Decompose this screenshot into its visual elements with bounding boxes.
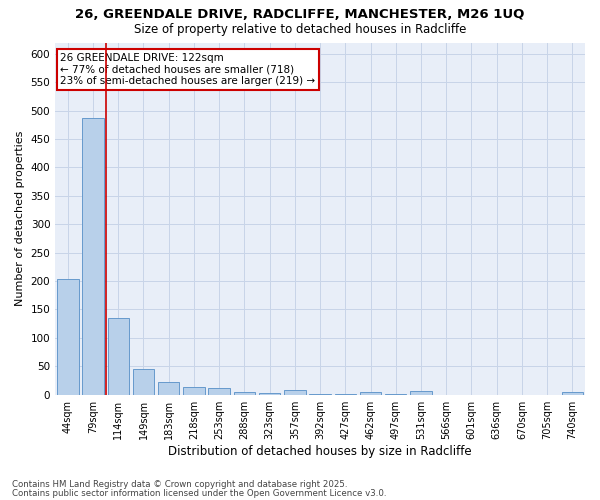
Bar	[133, 368, 154, 394]
Text: 26, GREENDALE DRIVE, RADCLIFFE, MANCHESTER, M26 1UQ: 26, GREENDALE DRIVE, RADCLIFFE, MANCHEST…	[76, 8, 524, 20]
Bar	[562, 392, 583, 394]
Bar	[57, 280, 79, 394]
Bar	[107, 318, 129, 394]
Y-axis label: Number of detached properties: Number of detached properties	[15, 131, 25, 306]
Bar	[208, 388, 230, 394]
Bar	[233, 392, 255, 394]
Bar	[360, 392, 381, 394]
Bar	[284, 390, 305, 394]
Bar	[410, 390, 432, 394]
X-axis label: Distribution of detached houses by size in Radcliffe: Distribution of detached houses by size …	[168, 444, 472, 458]
Bar	[82, 118, 104, 394]
Bar	[259, 393, 280, 394]
Text: Contains HM Land Registry data © Crown copyright and database right 2025.: Contains HM Land Registry data © Crown c…	[12, 480, 347, 489]
Text: Contains public sector information licensed under the Open Government Licence v3: Contains public sector information licen…	[12, 489, 386, 498]
Bar	[158, 382, 179, 394]
Text: Size of property relative to detached houses in Radcliffe: Size of property relative to detached ho…	[134, 22, 466, 36]
Text: 26 GREENDALE DRIVE: 122sqm
← 77% of detached houses are smaller (718)
23% of sem: 26 GREENDALE DRIVE: 122sqm ← 77% of deta…	[61, 53, 316, 86]
Bar	[183, 388, 205, 394]
